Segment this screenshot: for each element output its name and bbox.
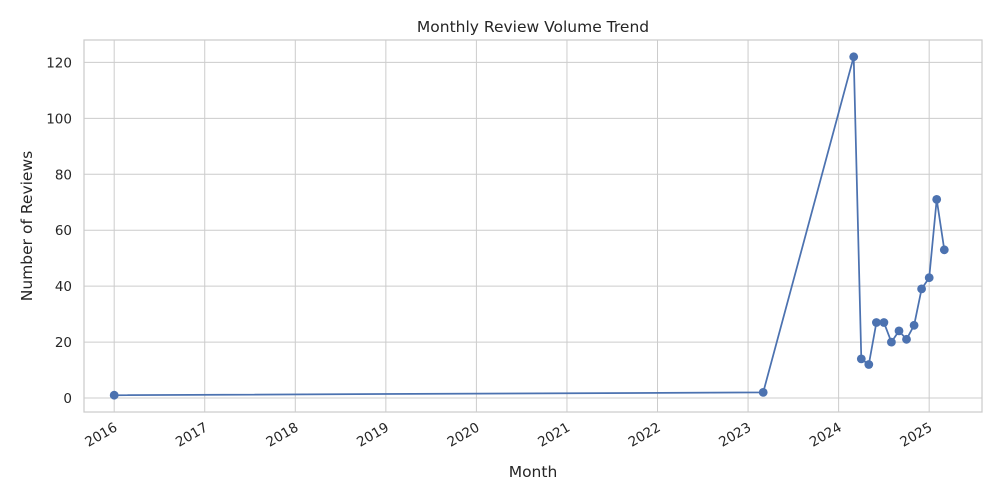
data-point <box>924 273 934 283</box>
y-tick-label: 60 <box>55 223 72 239</box>
data-point <box>879 318 889 327</box>
y-tick-label: 40 <box>55 279 72 295</box>
data-point <box>887 337 896 347</box>
data-point <box>758 388 768 397</box>
data-point <box>917 284 926 294</box>
grid-lines <box>84 40 982 412</box>
data-point <box>909 320 919 330</box>
y-axis-tick-labels: 0 20 40 60 80 100 120 <box>46 55 72 407</box>
data-point <box>856 354 866 364</box>
data-point <box>109 390 119 400</box>
data-point <box>939 245 949 255</box>
series-layer <box>109 52 949 400</box>
y-tick-label: 120 <box>46 55 72 71</box>
y-axis-title: Number of Reviews <box>18 151 36 301</box>
y-tick-label: 100 <box>46 111 72 127</box>
y-tick-label: 80 <box>55 167 72 183</box>
y-tick-label: 0 <box>63 391 72 407</box>
y-tick-label: 20 <box>55 335 72 351</box>
data-point <box>932 195 942 204</box>
chart-title: Monthly Review Volume Trend <box>417 18 649 36</box>
data-point <box>902 334 911 344</box>
data-point <box>872 318 881 327</box>
data-point <box>864 360 874 369</box>
data-point <box>894 326 904 336</box>
data-point <box>849 52 859 62</box>
plot-area-frame <box>83 39 983 413</box>
x-axis-title: Month <box>509 463 558 481</box>
